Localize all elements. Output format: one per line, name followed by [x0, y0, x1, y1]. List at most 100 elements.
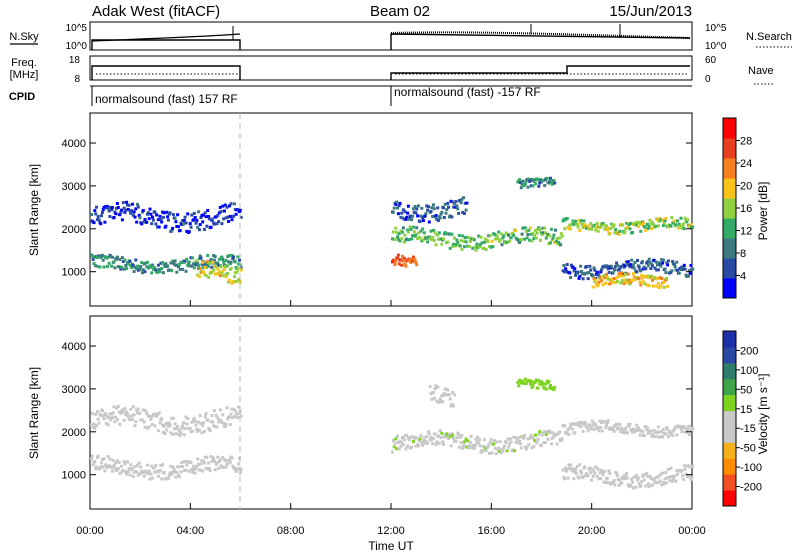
- power-cell: [637, 265, 641, 269]
- power-cell: [545, 176, 549, 180]
- power-cell: [680, 265, 684, 269]
- power-cell: [446, 240, 450, 244]
- velocity-cell: [90, 411, 94, 415]
- power-cell: [203, 211, 207, 215]
- power-cell: [217, 264, 221, 267]
- power-cell: [206, 209, 210, 212]
- velocity-cell: [127, 466, 131, 470]
- velocity-cell: [437, 434, 440, 438]
- velocity-cell: [627, 424, 631, 428]
- power-cell: [419, 214, 423, 218]
- velocity-cell: [682, 477, 685, 481]
- power-cell: [547, 242, 551, 246]
- power-cell: [474, 248, 478, 252]
- power-cell: [456, 241, 460, 245]
- power-cell: [605, 228, 609, 232]
- velocity-cell: [236, 467, 240, 471]
- power-cell: [222, 260, 226, 264]
- power-cell: [161, 271, 165, 275]
- power-cell: [214, 265, 218, 269]
- power-cell: [197, 257, 201, 260]
- power-cell: [473, 245, 477, 249]
- velocity-cell: [233, 415, 236, 419]
- velocity-cell: [429, 392, 433, 396]
- power-cell: [400, 263, 404, 267]
- velocity-cell: [658, 430, 662, 434]
- power-cell: [659, 264, 663, 268]
- velocity-cell: [233, 409, 237, 413]
- power-cell: [121, 260, 125, 263]
- velocity-cell: [419, 434, 423, 438]
- velocity-cell: [415, 436, 419, 440]
- velocity-cell: [486, 445, 490, 449]
- power-cell: [123, 258, 127, 262]
- power-cell: [483, 237, 487, 241]
- power-cell: [232, 280, 236, 283]
- velocity-cell: [99, 465, 103, 469]
- power-cell: [175, 225, 179, 228]
- power-cell: [207, 217, 211, 221]
- power-cell: [92, 262, 96, 266]
- velocity-cell: [690, 476, 694, 479]
- power-cell: [136, 205, 140, 209]
- velocity-cell: [219, 418, 223, 422]
- power-cell: [558, 236, 562, 240]
- colorbar-tick-label: 4: [740, 271, 746, 283]
- colorbar-tick-label: 15: [740, 404, 752, 416]
- power-cell: [606, 277, 610, 281]
- velocity-cell: [563, 477, 567, 481]
- velocity-cell: [583, 465, 587, 469]
- velocity-cell: [132, 413, 136, 417]
- power-cell: [548, 234, 552, 238]
- power-cell: [476, 245, 480, 249]
- power-cell: [625, 221, 629, 225]
- power-cell: [488, 234, 492, 238]
- power-cell: [454, 243, 458, 247]
- power-cell: [657, 219, 661, 223]
- velocity-cell: [175, 427, 179, 430]
- nsky-series-dots-1: [91, 33, 241, 42]
- power-cell: [620, 271, 624, 275]
- velocity-cell: [665, 426, 669, 430]
- power-cell: [597, 280, 601, 284]
- velocity-cell: [203, 455, 207, 459]
- power-cell: [532, 237, 536, 241]
- velocity-cell: [209, 455, 213, 459]
- power-cell: [661, 280, 665, 284]
- velocity-cell: [537, 432, 541, 436]
- velocity-cell: [503, 444, 506, 448]
- velocity-cell: [576, 421, 580, 425]
- velocity-cell: [190, 420, 194, 424]
- power-cell: [418, 236, 422, 240]
- velocity-cell: [579, 425, 583, 429]
- power-cell: [670, 269, 674, 273]
- power-cell: [411, 207, 415, 211]
- velocity-cell: [646, 474, 649, 478]
- power-colorbar-label: Power [dB]: [756, 182, 770, 241]
- velocity-cell: [493, 447, 497, 451]
- velocity-cell: [146, 414, 150, 418]
- power-cell: [664, 271, 668, 275]
- velocity-cell: [595, 465, 598, 469]
- velocity-cell: [406, 444, 410, 448]
- velocity-cell: [531, 436, 535, 440]
- power-cell: [567, 227, 571, 231]
- velocity-cell: [516, 440, 520, 444]
- power-cell: [550, 238, 554, 242]
- velocity-cell: [474, 437, 478, 441]
- power-cell: [617, 268, 621, 272]
- power-cell: [235, 270, 239, 274]
- velocity-cell: [593, 471, 597, 475]
- velocity-cell: [116, 467, 120, 470]
- velocity-y-tick-label: 3000: [62, 384, 86, 396]
- velocity-cell: [579, 469, 583, 473]
- velocity-cell: [131, 466, 134, 470]
- velocity-cell: [401, 436, 404, 439]
- power-cell: [430, 238, 434, 241]
- velocity-cell: [682, 464, 686, 468]
- velocity-cell: [585, 472, 588, 476]
- power-cell: [613, 231, 617, 235]
- colorbar-tick-label: 200: [740, 345, 758, 357]
- power-cell: [150, 271, 154, 275]
- power-cell: [593, 280, 597, 284]
